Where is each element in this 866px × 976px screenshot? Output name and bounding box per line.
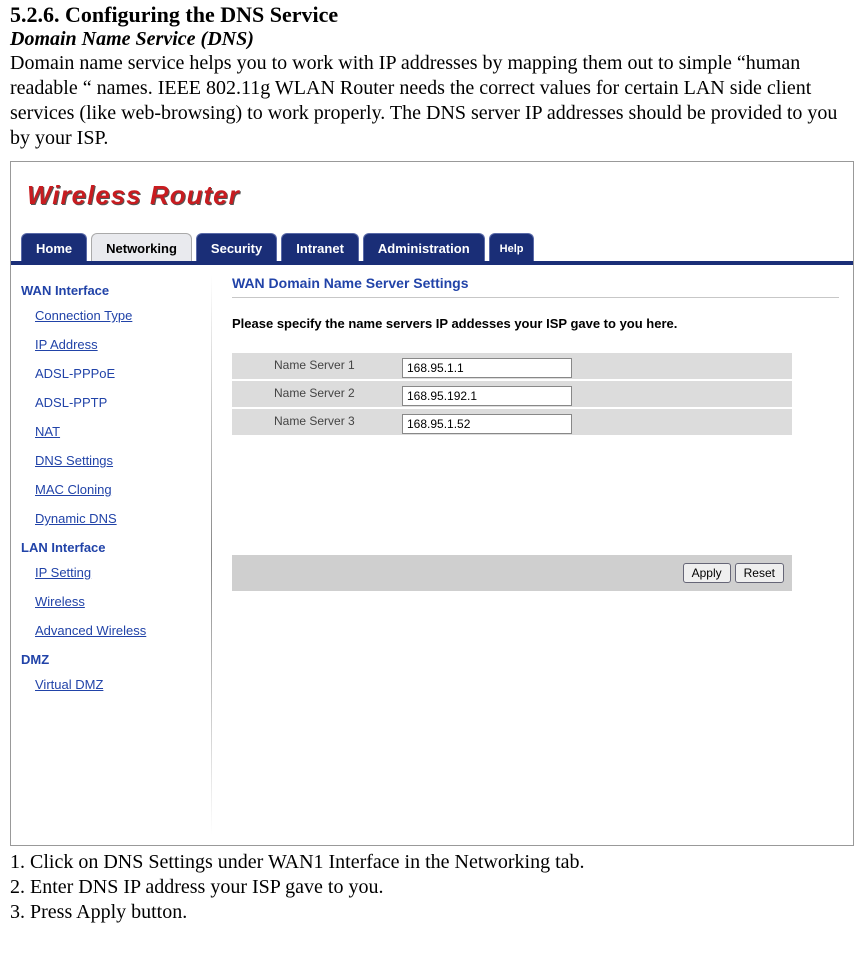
body-area: WAN Interface Connection Type IP Address…	[11, 265, 853, 845]
form-row-ns2: Name Server 2	[232, 381, 792, 407]
sidebar-item-adsl-pppoe[interactable]: ADSL-PPPoE	[35, 366, 201, 381]
cell-ns3	[402, 409, 792, 435]
main-title: WAN Domain Name Server Settings	[232, 275, 839, 298]
section-paragraph: Domain name service helps you to work wi…	[0, 51, 866, 157]
tab-security[interactable]: Security	[196, 233, 277, 261]
button-bar: Apply Reset	[232, 555, 792, 591]
main-instruction: Please specify the name servers IP addes…	[232, 316, 839, 331]
tab-bar: Home Networking Security Intranet Admini…	[11, 233, 853, 261]
sidebar-item-nat[interactable]: NAT	[35, 424, 201, 439]
sidebar: WAN Interface Connection Type IP Address…	[11, 265, 211, 845]
sidebar-item-virtual-dmz[interactable]: Virtual DMZ	[35, 677, 201, 692]
cell-ns2	[402, 381, 792, 407]
tab-networking[interactable]: Networking	[91, 233, 192, 261]
label-ns1: Name Server 1	[232, 353, 402, 379]
input-ns3[interactable]	[402, 414, 572, 434]
sidebar-item-ip-setting[interactable]: IP Setting	[35, 565, 201, 580]
sidebar-head-dmz: DMZ	[21, 652, 201, 667]
cell-ns1	[402, 353, 792, 379]
label-ns2: Name Server 2	[232, 381, 402, 407]
main-panel: WAN Domain Name Server Settings Please s…	[212, 265, 853, 845]
step-3: 3. Press Apply button.	[0, 900, 866, 925]
reset-button[interactable]: Reset	[735, 563, 784, 583]
sidebar-item-dynamic-dns[interactable]: Dynamic DNS	[35, 511, 201, 526]
input-ns2[interactable]	[402, 386, 572, 406]
section-heading: 5.2.6. Configuring the DNS Service	[0, 0, 866, 28]
form-row-ns3: Name Server 3	[232, 409, 792, 435]
tab-help[interactable]: Help	[489, 233, 535, 261]
tab-home[interactable]: Home	[21, 233, 87, 261]
apply-button[interactable]: Apply	[683, 563, 731, 583]
step-1: 1. Click on DNS Settings under WAN1 Inte…	[0, 850, 866, 875]
section-subheading: Domain Name Service (DNS)	[0, 28, 866, 51]
form-row-ns1: Name Server 1	[232, 353, 792, 379]
sidebar-head-lan: LAN Interface	[21, 540, 201, 555]
sidebar-item-connection-type[interactable]: Connection Type	[35, 308, 201, 323]
tab-administration[interactable]: Administration	[363, 233, 485, 261]
tab-intranet[interactable]: Intranet	[281, 233, 359, 261]
step-2: 2. Enter DNS IP address your ISP gave to…	[0, 875, 866, 900]
sidebar-item-mac-cloning[interactable]: MAC Cloning	[35, 482, 201, 497]
sidebar-item-dns-settings[interactable]: DNS Settings	[35, 453, 201, 468]
brand-logo: Wireless Router	[27, 180, 240, 211]
dns-form: Name Server 1 Name Server 2 Name Server …	[232, 353, 792, 435]
input-ns1[interactable]	[402, 358, 572, 378]
router-screenshot: Wireless Router Home Networking Security…	[10, 161, 854, 846]
sidebar-item-adsl-pptp[interactable]: ADSL-PPTP	[35, 395, 201, 410]
sidebar-head-wan: WAN Interface	[21, 283, 201, 298]
sidebar-item-ip-address[interactable]: IP Address	[35, 337, 201, 352]
sidebar-item-advanced-wireless[interactable]: Advanced Wireless	[35, 623, 201, 638]
label-ns3: Name Server 3	[232, 409, 402, 435]
sidebar-item-wireless[interactable]: Wireless	[35, 594, 201, 609]
banner: Wireless Router	[11, 162, 853, 233]
